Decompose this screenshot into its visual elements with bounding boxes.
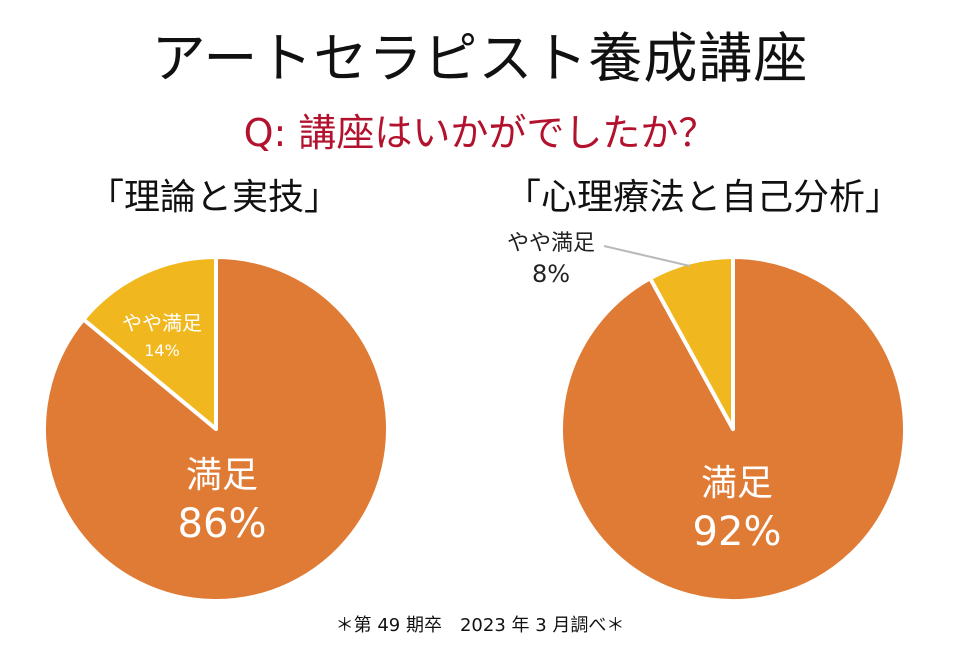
pie-1-satisfied-percent: 92% [693,509,782,555]
pie-1-slice-somewhat-satisfied [648,255,735,431]
pie-1-somewhat-label: やや満足 [507,231,595,256]
chart-title-left: 「理論と実技」 [88,177,341,218]
page-title: アートセラピスト養成講座 [151,27,809,90]
pie-1-satisfied-label: 満足 [701,463,773,504]
pie-0-somewhat-percent: 14% [144,341,180,360]
pie-0-satisfied-label: 満足 [186,455,258,496]
chart-title-right: 「心理療法と自己分析」 [505,177,902,218]
pie-1-leader-line [603,245,691,267]
pie-1-somewhat-percent: 8% [532,260,570,288]
footnote: ＊第 49 期卒 2023 年 3 月調べ＊ [335,615,625,636]
pie-0-somewhat-label: やや満足 [122,311,202,335]
pie-0-satisfied-percent: 86% [178,501,267,547]
pie-0-slice-somewhat-satisfied [81,255,218,431]
survey-question: Q: 講座はいかがでしたか？ [243,111,717,155]
